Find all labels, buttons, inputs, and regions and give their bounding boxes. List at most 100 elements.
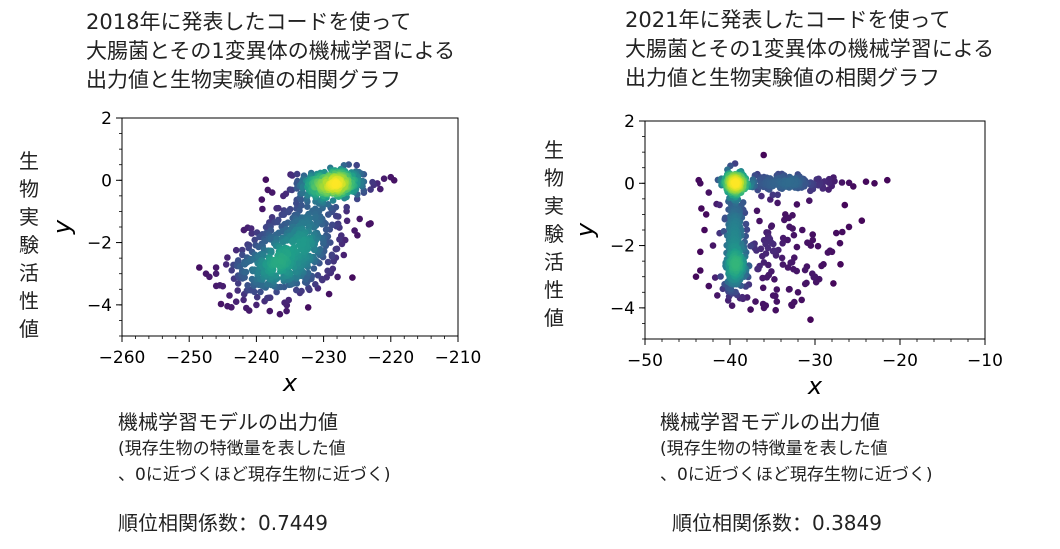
scatter-point — [764, 244, 772, 252]
scatter-point — [778, 254, 786, 262]
x-tick-label: −250 — [166, 348, 213, 368]
scatter-point — [228, 267, 235, 274]
scatter-point — [304, 269, 312, 277]
scatter-point — [380, 175, 388, 182]
x-tick-label: −240 — [233, 348, 280, 368]
scatter-point — [325, 290, 333, 298]
scatter-point — [698, 205, 705, 212]
scatter-point — [769, 247, 777, 255]
scatter-point — [753, 207, 761, 215]
scatter-point — [768, 239, 775, 247]
scatter-point — [785, 178, 792, 185]
scatter-point — [298, 287, 305, 295]
scatter-point — [759, 274, 766, 282]
scatter-point — [241, 274, 248, 281]
y-tick-label: −2 — [87, 234, 112, 254]
scatter-point — [217, 300, 225, 308]
scatter-point — [814, 242, 822, 250]
right-title-line-3: 出力値と生物実験値の相関グラフ — [625, 66, 940, 90]
scatter-point — [304, 203, 311, 210]
scatter-point — [242, 268, 250, 276]
scatter-point — [784, 264, 792, 271]
right-chart-title: 2021年に発表したコードを使って 大腸菌とその1変異体の機械学習による 出力値… — [625, 6, 994, 93]
scatter-point — [332, 179, 339, 187]
scatter-point — [810, 274, 818, 281]
scatter-point — [244, 282, 251, 289]
scatter-point — [322, 226, 330, 233]
scatter-point — [705, 282, 713, 290]
right-caption-sub2: 、0に近づくほど現存生物に近づく) — [660, 465, 933, 485]
scatter-point — [277, 257, 285, 265]
scatter-point — [774, 199, 781, 207]
scatter-point — [845, 179, 853, 187]
scatter-point — [340, 251, 348, 259]
scatter-point — [767, 223, 775, 230]
scatter-point — [692, 273, 700, 281]
right-correlation: 順位相関係数：0.3849 — [672, 511, 882, 535]
scatter-point — [298, 202, 305, 209]
scatter-point — [752, 298, 759, 305]
scatter-point — [771, 276, 778, 283]
scatter-point — [343, 217, 351, 225]
x-tick-label: −230 — [300, 348, 347, 368]
scatter-point — [332, 203, 340, 211]
scatter-point — [273, 288, 280, 296]
scatter-point — [742, 220, 750, 228]
scatter-point — [711, 274, 719, 281]
scatter-point — [756, 217, 763, 225]
scatter-point — [324, 258, 332, 266]
scatter-point — [837, 261, 844, 268]
scatter-point — [836, 239, 844, 247]
scatter-point — [714, 292, 721, 299]
y-tick-label: 0 — [101, 171, 112, 191]
scatter-point — [701, 226, 708, 234]
scatter-point — [283, 307, 290, 315]
scatter-point — [697, 180, 704, 187]
scatter-point — [779, 234, 787, 242]
left-title-line-1: 2018年に発表したコードを使って — [86, 10, 412, 34]
scatter-point — [387, 173, 395, 181]
scatter-point — [716, 201, 723, 209]
scatter-point — [297, 196, 305, 203]
scatter-point — [234, 280, 242, 287]
scatter-point — [798, 296, 805, 304]
scatter-point — [312, 281, 319, 288]
x-axis-label: x — [807, 372, 823, 400]
left-y-label-jp: 生物実験活性値 — [19, 149, 39, 341]
scatter-point — [838, 179, 846, 186]
y-tick-label: 0 — [624, 174, 635, 194]
right-caption-main: 機械学習モデルの出力値 — [660, 410, 880, 434]
x-tick-label: −20 — [882, 351, 918, 371]
scatter-point — [232, 298, 240, 306]
scatter-point — [786, 223, 793, 231]
scatter-point — [293, 170, 301, 178]
scatter-point — [721, 214, 729, 222]
scatter-point — [336, 236, 343, 243]
left-caption: 機械学習モデルの出力値 (現存生物の特徴量を表した値 、0に近づくほど現存生物に… — [118, 408, 390, 488]
scatter-point — [268, 214, 276, 221]
scatter-point — [803, 279, 810, 287]
scatter-point — [253, 293, 261, 301]
scatter-point — [769, 292, 777, 299]
scatter-point — [240, 296, 247, 304]
scatter-point — [747, 242, 754, 250]
y-tick-label: 2 — [624, 112, 635, 132]
scatter-point — [332, 245, 340, 253]
y-tick-label: −4 — [87, 296, 112, 316]
scatter-point — [773, 286, 781, 293]
scatter-point — [804, 239, 811, 246]
scatter-point — [332, 212, 340, 220]
left-title-line-2: 大腸菌とその1変異体の機械学習による — [86, 39, 456, 63]
scatter-point — [884, 176, 891, 184]
scatter-point — [702, 211, 710, 218]
scatter-point — [779, 240, 786, 247]
scatter-point — [276, 310, 284, 318]
scatter-point — [314, 272, 322, 279]
scatter-point — [377, 185, 384, 193]
scatter-point — [369, 178, 376, 186]
scatter-point — [262, 176, 270, 183]
x-tick-label: −260 — [99, 348, 146, 368]
x-tick-label: −10 — [967, 351, 1003, 371]
scatter-point — [717, 273, 724, 280]
right-y-label-jp: 生物実験活性値 — [544, 138, 564, 330]
